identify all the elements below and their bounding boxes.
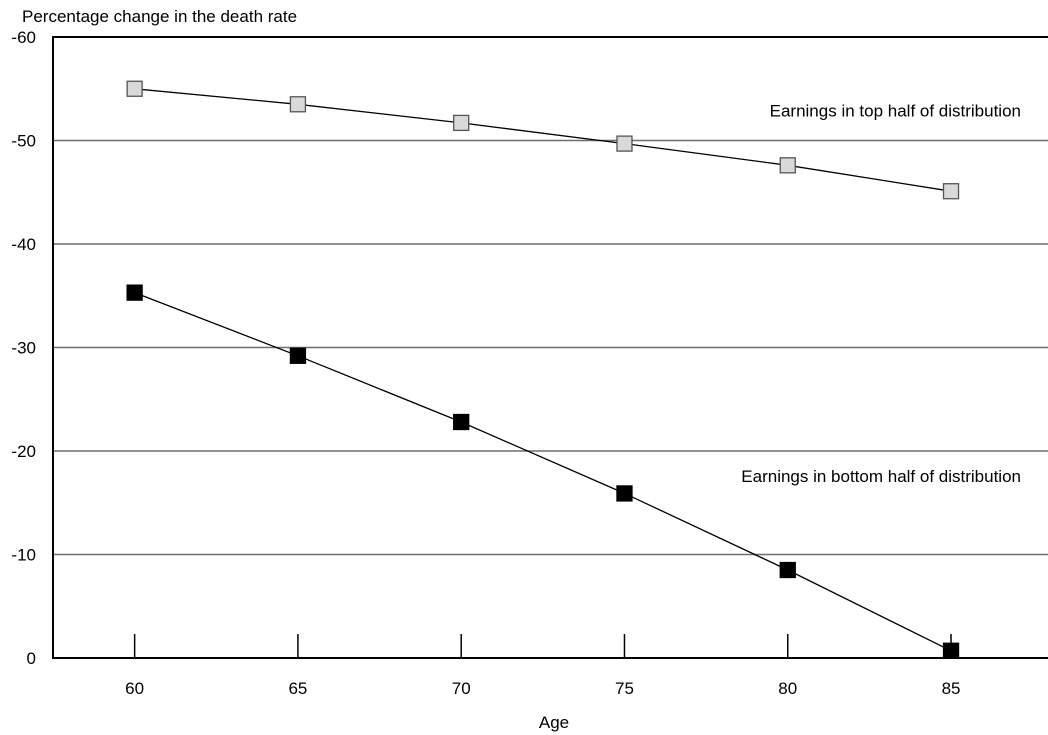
x-tick-label: 60	[125, 679, 144, 698]
gridlines	[53, 139, 1048, 556]
x-axis-ticks	[133, 634, 952, 658]
y-tick-label: -30	[11, 339, 36, 358]
y-tick-label: -50	[11, 132, 36, 151]
data-point-bottom-half	[779, 561, 796, 579]
data-point-top-half	[453, 114, 470, 132]
y-tick-label: -60	[11, 28, 36, 47]
series-line-bottom-half	[134, 291, 952, 652]
series-labels: Earnings in top half of distribution Earn…	[741, 102, 1021, 486]
x-tick-label: 75	[615, 679, 634, 698]
x-tick-label: 80	[778, 679, 797, 698]
series-label-top-half: Earnings in top half of distribution	[770, 102, 1021, 121]
data-point-bottom-half	[126, 284, 143, 301]
data-point-bottom-half	[616, 485, 633, 502]
y-tick-label: -10	[11, 546, 36, 565]
series	[126, 80, 960, 659]
data-point-top-half	[616, 135, 633, 152]
x-tick-label: 85	[942, 679, 961, 698]
x-axis-title: Age	[539, 713, 569, 732]
y-tick-label: -40	[11, 235, 36, 254]
data-point-bottom-half	[453, 413, 470, 431]
x-tick-label: 70	[452, 679, 471, 698]
x-tick-label: 65	[288, 679, 307, 698]
y-tick-label: 0	[27, 649, 36, 668]
data-point-top-half	[289, 96, 307, 113]
plot-frame	[52, 36, 1048, 659]
data-point-top-half	[126, 80, 143, 97]
series-line-top-half	[134, 88, 952, 192]
series-label-bottom-half: Earnings in bottom half of distribution	[741, 467, 1021, 486]
data-point-top-half	[942, 183, 960, 200]
data-point-top-half	[779, 157, 796, 174]
data-point-bottom-half	[942, 642, 960, 659]
data-point-bottom-half	[289, 347, 307, 364]
y-tick-label: -20	[11, 442, 36, 461]
tick-labels: -60 -50 -40 -30 -20 -10 0 60 65 70 75 80 85	[11, 28, 960, 698]
y-axis-title: Percentage change in the death rate	[22, 7, 297, 26]
